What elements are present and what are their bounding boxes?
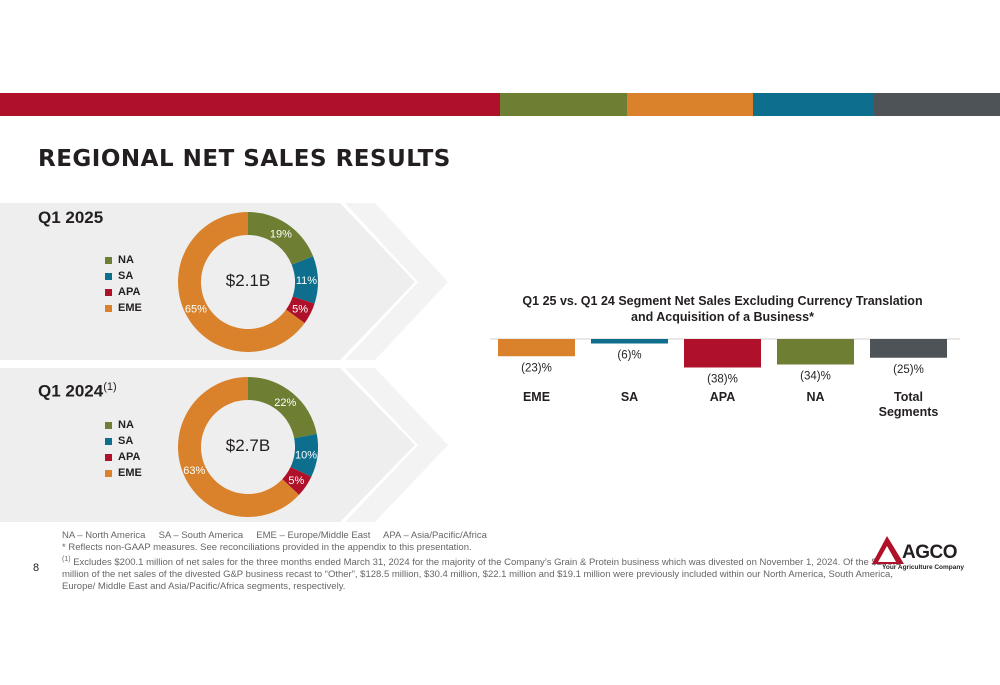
- legend-q1-2025: NA SA APA EME: [105, 252, 142, 316]
- bar-value-label-sa: (6)%: [617, 350, 641, 362]
- donut-slice-apa: [286, 296, 315, 324]
- legend-item-na: NA: [105, 252, 142, 268]
- footnote-abbreviations: NA – North America SA – South America EM…: [62, 530, 487, 541]
- q1-2024-label: Q1 2024(1): [38, 381, 117, 402]
- page-number: 8: [33, 562, 40, 574]
- bar-value-label-apa: (38)%: [707, 374, 738, 386]
- footnote-divestiture: (1) Excludes $200.1 million of net sales…: [62, 554, 902, 593]
- q1-2024-footnote-marker: (1): [103, 381, 117, 393]
- legend-item-sa: SA: [105, 433, 142, 449]
- donut-label-sa: 11%: [296, 275, 317, 287]
- legend-swatch-eme: [105, 304, 112, 312]
- donut-slice-na: [248, 377, 317, 439]
- chevron-decor-top: [345, 203, 448, 360]
- bar-apa: [684, 339, 761, 368]
- chevron-panels: [0, 203, 448, 522]
- donut-center-q1-2024: $2.7B: [225, 436, 271, 455]
- donut-slice-apa: [282, 467, 312, 495]
- legend-label-apa: APA: [118, 451, 141, 463]
- bar-na: [777, 339, 854, 365]
- legend-label-na: NA: [118, 254, 134, 266]
- q1-2025-label: Q1 2025: [38, 208, 103, 228]
- footnote-non-gaap: * Reflects non-GAAP measures. See reconc…: [62, 542, 472, 553]
- legend-q1-2024: NA SA APA EME: [105, 417, 142, 481]
- legend-swatch-apa: [105, 288, 112, 296]
- donut-label-na: 19%: [270, 229, 292, 241]
- chevron-decor-bottom: [345, 368, 448, 522]
- legend-item-eme: EME: [105, 300, 142, 316]
- legend-swatch-na: [105, 256, 112, 264]
- stripe-blue: [753, 93, 874, 116]
- bar-sa: [591, 339, 668, 344]
- panel-q1-2024: [0, 368, 415, 522]
- legend-item-sa: SA: [105, 268, 142, 284]
- bar-category-label-sa: SA: [621, 390, 638, 404]
- donut-label-sa: 10%: [295, 449, 317, 461]
- bar-category-label-na: NA: [806, 390, 824, 404]
- legend-label-na: NA: [118, 419, 134, 431]
- donut-slice-sa: [290, 433, 318, 477]
- bar-chart-segment-net-sales: (23)% EME (6)% SA (38)% APA (34)% NA (25)% Total S…: [490, 338, 960, 419]
- bar-category-label-total-segments: Total Segments: [879, 390, 939, 419]
- donut-label-na: 22%: [274, 397, 296, 409]
- page-title: REGIONAL NET SALES RESULTS: [38, 146, 451, 172]
- legend-swatch-sa: [105, 272, 112, 280]
- donut-label-apa: 5%: [288, 475, 304, 487]
- donut-slice-eme: [178, 212, 305, 352]
- stripe-gray: [874, 93, 1000, 116]
- legend-item-na: NA: [105, 417, 142, 433]
- legend-swatch-apa: [105, 453, 112, 461]
- logo-wordmark: AGCO: [902, 542, 958, 563]
- bar-category-label-eme: EME: [523, 390, 550, 404]
- legend-label-eme: EME: [118, 467, 142, 479]
- footnotes: NA – North America SA – South America EM…: [62, 530, 902, 593]
- donut-chart-q1-2025: 19% 11% 5% 65%: [178, 212, 318, 352]
- legend-swatch-sa: [105, 437, 112, 445]
- agco-logo: AGCO Your Agriculture Company: [872, 536, 982, 576]
- panel-q1-2025: [0, 203, 415, 360]
- bar-value-label-total-segments: (25)%: [893, 364, 924, 376]
- legend-item-apa: APA: [105, 449, 142, 465]
- stripe-red: [0, 93, 500, 116]
- donut-slice-eme: [178, 377, 300, 517]
- legend-label-apa: APA: [118, 286, 141, 298]
- q1-2024-title: Q1 2024: [38, 381, 104, 401]
- legend-label-eme: EME: [118, 302, 142, 314]
- bar-chart-title: Q1 25 vs. Q1 24 Segment Net Sales Exclud…: [522, 294, 923, 324]
- legend-swatch-eme: [105, 469, 112, 477]
- agco-triangle-icon: [872, 536, 904, 564]
- donut-label-apa: 5%: [292, 304, 308, 316]
- donut-label-eme: 65%: [185, 304, 207, 316]
- donut-slice-na: [248, 212, 314, 265]
- donut-chart-q1-2024: 22% 10% 5% 63%: [178, 377, 318, 517]
- logo-tagline: Your Agriculture Company: [882, 564, 964, 571]
- legend-label-sa: SA: [118, 270, 134, 282]
- stripe-orange: [627, 93, 753, 116]
- footnote-divestiture-text: Excludes $200.1 million of net sales for…: [62, 557, 901, 593]
- donut-center-q1-2025: $2.1B: [225, 271, 271, 290]
- q1-2025-title: Q1 2025: [38, 208, 104, 227]
- donut-slice-sa: [291, 256, 318, 304]
- footnote-marker: (1): [62, 556, 71, 563]
- stripe-green: [500, 93, 627, 116]
- bar-category-label-apa: APA: [710, 390, 735, 404]
- bar-total-segments: [870, 339, 947, 358]
- donut-label-eme: 63%: [183, 465, 205, 477]
- legend-swatch-na: [105, 421, 112, 429]
- legend-label-sa: SA: [118, 435, 134, 447]
- legend-item-eme: EME: [105, 465, 142, 481]
- bar-value-label-eme: (23)%: [521, 362, 552, 374]
- legend-item-apa: APA: [105, 284, 142, 300]
- bar-value-label-na: (34)%: [800, 371, 831, 383]
- bar-eme: [498, 339, 575, 357]
